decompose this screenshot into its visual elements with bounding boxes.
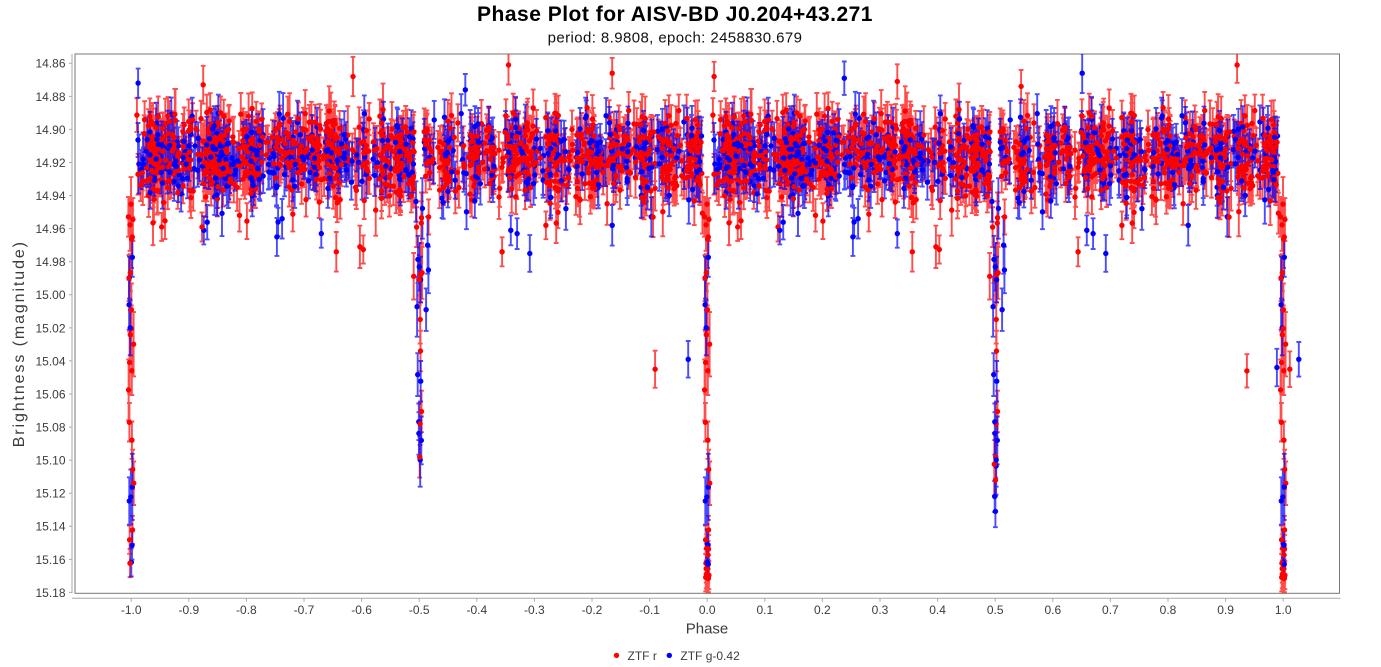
svg-text:14.90: 14.90 (35, 123, 65, 137)
svg-text:0.4: 0.4 (929, 603, 946, 617)
svg-text:-0.9: -0.9 (178, 603, 199, 617)
svg-text:ZTF g-0.42: ZTF g-0.42 (680, 649, 740, 663)
svg-text:-0.7: -0.7 (294, 603, 315, 617)
svg-text:1.0: 1.0 (1275, 603, 1292, 617)
svg-text:14.98: 14.98 (35, 255, 65, 269)
svg-text:14.94: 14.94 (35, 189, 65, 203)
svg-text:period: 8.9808, epoch: 2458830: period: 8.9808, epoch: 2458830.679 (548, 30, 803, 47)
svg-text:0.1: 0.1 (756, 603, 773, 617)
svg-text:15.16: 15.16 (35, 553, 65, 567)
svg-text:-0.8: -0.8 (236, 603, 257, 617)
svg-text:15.18: 15.18 (35, 586, 65, 600)
svg-text:0.7: 0.7 (1102, 603, 1119, 617)
svg-text:14.86: 14.86 (35, 57, 65, 71)
svg-text:15.12: 15.12 (35, 487, 65, 501)
svg-text:-1.0: -1.0 (121, 603, 142, 617)
svg-text:0.2: 0.2 (814, 603, 831, 617)
svg-text:-0.3: -0.3 (524, 603, 545, 617)
svg-text:15.08: 15.08 (35, 421, 65, 435)
svg-text:-0.5: -0.5 (409, 603, 430, 617)
svg-text:14.92: 14.92 (35, 156, 65, 170)
svg-text:Phase Plot for AISV-BD J0.204+: Phase Plot for AISV-BD J0.204+43.271 (477, 3, 873, 26)
svg-text:0.9: 0.9 (1217, 603, 1234, 617)
svg-text:Phase: Phase (686, 621, 729, 638)
svg-text:0.8: 0.8 (1160, 603, 1177, 617)
svg-text:0.0: 0.0 (699, 603, 716, 617)
svg-text:ZTF r: ZTF r (628, 649, 657, 663)
svg-text:-0.2: -0.2 (582, 603, 603, 617)
svg-text:-0.6: -0.6 (351, 603, 372, 617)
svg-text:0.3: 0.3 (872, 603, 889, 617)
svg-text:14.96: 14.96 (35, 222, 65, 236)
svg-text:-0.4: -0.4 (466, 603, 487, 617)
svg-text:15.02: 15.02 (35, 321, 65, 335)
svg-text:Brightness (magnitude): Brightness (magnitude) (11, 240, 28, 447)
svg-text:15.00: 15.00 (35, 288, 65, 302)
svg-text:-0.1: -0.1 (639, 603, 660, 617)
svg-text:14.88: 14.88 (35, 90, 65, 104)
svg-text:15.06: 15.06 (35, 387, 65, 401)
svg-text:15.14: 15.14 (35, 520, 65, 534)
svg-text:0.5: 0.5 (987, 603, 1004, 617)
svg-text:0.6: 0.6 (1044, 603, 1061, 617)
svg-text:15.04: 15.04 (35, 354, 65, 368)
svg-text:15.10: 15.10 (35, 454, 65, 468)
